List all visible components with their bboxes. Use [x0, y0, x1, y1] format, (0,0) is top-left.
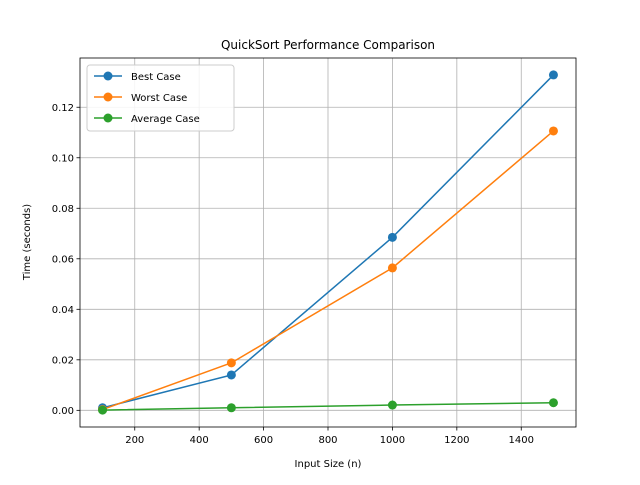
y-tick-label: 0.08 — [52, 204, 74, 215]
y-tick-label: 0.02 — [52, 355, 74, 366]
x-tick-label: 400 — [190, 435, 209, 446]
chart-title: QuickSort Performance Comparison — [221, 38, 435, 52]
ticks: 200 400 600 800 1000 1200 1400 0.00 0.02 0.04 0.06… — [52, 103, 534, 446]
y-tick-label: 0.12 — [52, 103, 74, 114]
y-tick-label: 0.10 — [52, 153, 74, 164]
data-point — [226, 403, 236, 413]
data-point — [548, 70, 558, 80]
grid — [80, 58, 576, 427]
legend: Best Case Worst Case Average Case — [86, 64, 235, 132]
legend-label: Worst Case — [131, 93, 187, 104]
series-line — [102, 130, 554, 411]
data-point — [226, 358, 236, 368]
data-point — [548, 398, 558, 408]
y-axis-label: Time (seconds) — [22, 204, 33, 281]
data-point — [387, 232, 397, 242]
data-point — [226, 370, 236, 380]
legend-marker — [103, 71, 113, 81]
series-line — [102, 402, 554, 411]
x-tick-label: 1200 — [444, 435, 469, 446]
legend-marker — [103, 113, 113, 123]
x-tick-label: 200 — [125, 435, 144, 446]
x-axis-label: Input Size (n) — [295, 459, 362, 470]
y-tick-label: 0.06 — [52, 254, 74, 265]
series-line — [102, 74, 554, 409]
x-tick-label: 800 — [318, 435, 337, 446]
legend-box — [86, 64, 235, 132]
data-point — [387, 263, 397, 273]
legend-label: Best Case — [131, 72, 181, 83]
y-tick-label: 0.04 — [52, 305, 74, 316]
x-tick-label: 600 — [254, 435, 273, 446]
data-point — [98, 405, 108, 415]
series-layer — [98, 70, 558, 415]
data-point — [387, 400, 397, 410]
legend-label: Average Case — [131, 114, 200, 125]
data-point — [548, 126, 558, 136]
x-tick-label: 1000 — [380, 435, 405, 446]
legend-marker — [103, 92, 113, 102]
series-average-case — [98, 398, 558, 415]
x-tick-label: 1400 — [509, 435, 534, 446]
y-tick-label: 0.00 — [52, 406, 74, 417]
